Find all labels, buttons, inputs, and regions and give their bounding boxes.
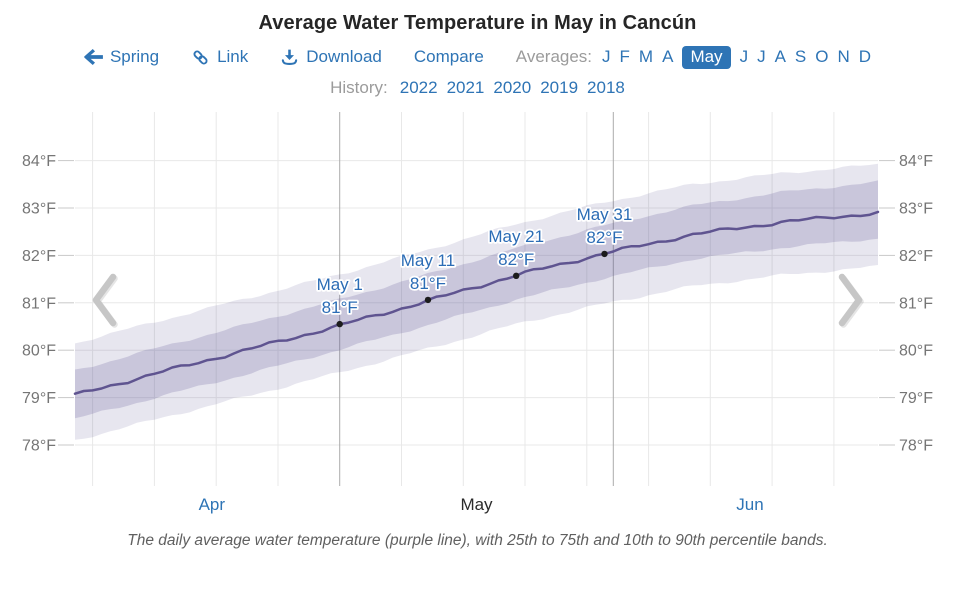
history-label: History: [330, 78, 388, 97]
point-date-label: May 1 [317, 275, 363, 294]
download-icon [280, 48, 299, 67]
page-title: Average Water Temperature in May in Canc… [258, 12, 697, 34]
y-axis-label-right: 80°F [899, 343, 933, 360]
averages-month-link[interactable]: D [858, 47, 872, 66]
y-axis-label-left: 80°F [22, 343, 56, 360]
averages-label: Averages: [515, 47, 593, 66]
band-10-90 [75, 163, 878, 440]
y-axis-label-left: 79°F [22, 390, 56, 407]
y-axis-label-right: 83°F [899, 201, 933, 218]
averages-month-link[interactable]: J [602, 47, 611, 66]
gridlines [58, 112, 895, 486]
axis-labels: 78°F 78°F 79°F 79°F 80°F 80°F 81°F 81°F 82°F 82°F… [22, 153, 933, 514]
chart-toolbar: Spring Link Download Compare Averages: J… [0, 44, 955, 70]
data-point-dot [513, 272, 520, 279]
averages-month-link[interactable]: O [815, 47, 829, 66]
y-axis-label-right: 78°F [899, 438, 933, 455]
data-point-dot [424, 296, 432, 304]
data-point-dot [336, 320, 343, 328]
y-axis-label-right: 84°F [899, 153, 933, 170]
download-button[interactable]: Download [280, 47, 382, 67]
x-month-label-may: May [460, 495, 493, 514]
chevron-right-icon[interactable] [838, 273, 863, 327]
averages-month-link[interactable]: M [638, 47, 654, 66]
prev-season-link[interactable]: Spring [84, 47, 159, 67]
y-axis-label-left: 82°F [22, 248, 56, 265]
compare-button[interactable]: Compare [413, 47, 484, 66]
point-date-label: May 21 [488, 227, 544, 246]
x-month-label-apr[interactable]: Apr [199, 495, 226, 514]
y-axis-label-right: 82°F [899, 248, 933, 265]
chevron-left-icon[interactable] [92, 273, 117, 327]
averages-month-link[interactable]: A [774, 47, 786, 66]
y-axis-label-left: 83°F [22, 201, 56, 218]
averages-group: Averages: J F M A May J J A S O N D [515, 45, 872, 69]
data-point-dot [601, 250, 608, 258]
link-icon [191, 48, 210, 67]
percentile-bands [75, 163, 878, 440]
point-value-label: 81°F [410, 274, 446, 293]
history-year-link[interactable]: 2022 [399, 78, 438, 97]
point-date-label: May 31 [577, 205, 633, 224]
labeled-points: May 1 81°F May 11 81°F May 21 82°F May 31 82°F [315, 203, 634, 328]
history-year-link[interactable]: 2020 [493, 78, 532, 97]
averages-month-link[interactable]: J [739, 47, 749, 66]
chart-area: May 1 81°F May 11 81°F May 21 82°F May 31 82°F … [0, 107, 955, 532]
point-value-label: 82°F [498, 250, 534, 269]
history-year-link[interactable]: 2018 [587, 78, 625, 97]
averages-month-link[interactable]: F [619, 47, 630, 66]
history-year-link[interactable]: 2021 [446, 78, 485, 97]
y-axis-label-right: 79°F [899, 390, 933, 407]
averages-month-link[interactable]: S [794, 47, 807, 66]
averages-month-link[interactable]: N [837, 47, 850, 66]
y-axis-label-right: 81°F [899, 295, 933, 312]
y-axis-label-left: 81°F [22, 295, 56, 312]
averages-month-link[interactable]: J [757, 47, 766, 66]
y-axis-label-left: 78°F [22, 438, 56, 455]
scroll-left-button[interactable] [92, 273, 118, 328]
mean-temperature-line [73, 210, 880, 395]
band-25-75 [75, 180, 878, 419]
history-year-list: 2022 2021 2020 2019 2018 [400, 78, 625, 98]
x-month-label-jun[interactable]: Jun [736, 495, 763, 514]
history-row: History: 2022 2021 2020 2019 2018 [0, 77, 955, 99]
history-year-link[interactable]: 2019 [540, 78, 579, 97]
arrow-left-icon [84, 49, 103, 65]
averages-month-list: J F M A May J J A S O N D [602, 45, 872, 69]
y-axis-label-left: 84°F [22, 153, 56, 170]
point-date-label: May 11 [401, 251, 456, 270]
point-value-label: 82°F [586, 228, 622, 247]
averages-month-selected[interactable]: May [682, 45, 731, 69]
averages-month-link[interactable]: A [662, 47, 674, 66]
scroll-right-button[interactable] [838, 273, 864, 328]
point-value-label: 81°F [322, 298, 358, 317]
chart-caption: The daily average water temperature (pur… [127, 532, 828, 549]
link-button[interactable]: Link [191, 47, 248, 67]
average-line [73, 210, 880, 395]
